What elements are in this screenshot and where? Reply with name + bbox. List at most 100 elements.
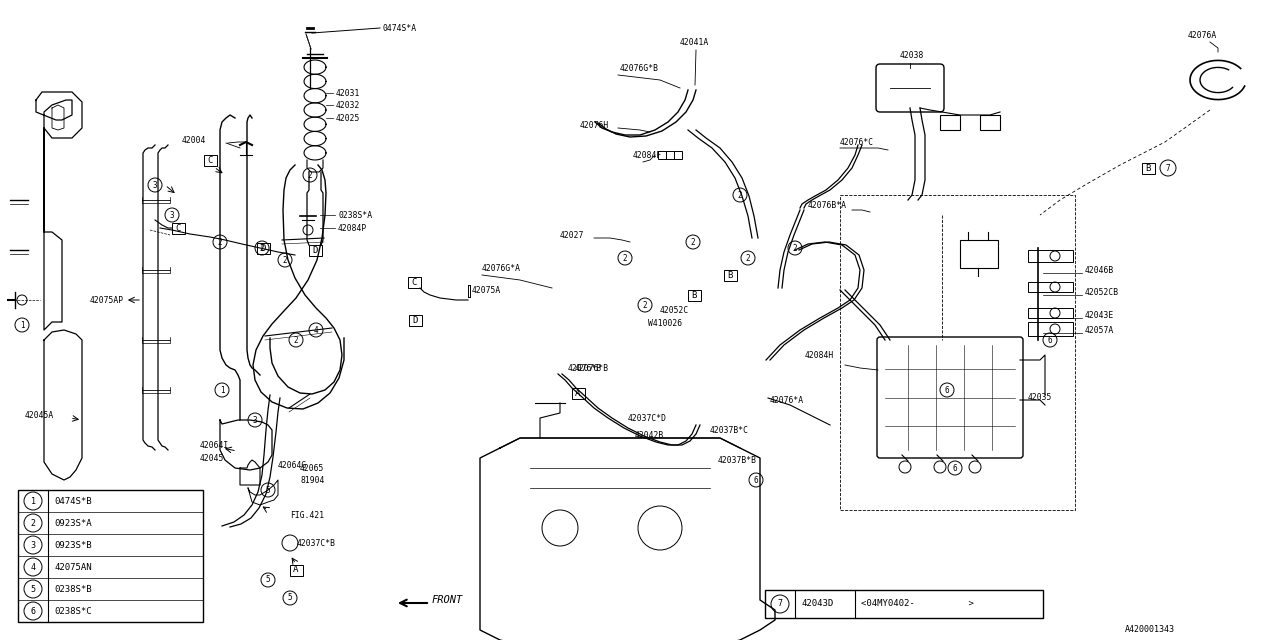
Text: 42004: 42004 — [182, 136, 206, 145]
Text: 5: 5 — [266, 575, 270, 584]
Text: 2: 2 — [218, 237, 223, 246]
Text: 42064I: 42064I — [200, 440, 229, 449]
Text: <04MY0402-          >: <04MY0402- > — [861, 600, 974, 609]
Text: 42076A: 42076A — [1188, 31, 1217, 40]
Text: 42038: 42038 — [900, 51, 924, 60]
Text: 0923S*B: 0923S*B — [54, 541, 92, 550]
Text: B: B — [1146, 163, 1151, 173]
Text: 4: 4 — [31, 563, 36, 572]
Text: 42075A: 42075A — [472, 285, 502, 294]
Text: 42076*C: 42076*C — [840, 138, 874, 147]
Text: 42064G: 42064G — [278, 461, 307, 470]
Text: 3: 3 — [170, 211, 174, 220]
Text: 3: 3 — [31, 541, 36, 550]
Text: A: A — [575, 388, 581, 397]
Bar — [18, 490, 204, 622]
Bar — [289, 564, 302, 575]
Text: 42037C*B: 42037C*B — [297, 538, 337, 547]
Text: 4: 4 — [314, 326, 319, 335]
Text: 42037B*C: 42037B*C — [710, 426, 749, 435]
Text: 42076B*A: 42076B*A — [808, 200, 847, 209]
Text: 3: 3 — [252, 415, 257, 424]
Bar — [1028, 282, 1073, 292]
Text: 2: 2 — [31, 518, 36, 527]
Text: 6: 6 — [1048, 335, 1052, 344]
Text: 42043E: 42043E — [1085, 310, 1115, 319]
Text: 5: 5 — [288, 593, 292, 602]
Text: 42076G*B: 42076G*B — [620, 63, 659, 72]
Text: 7: 7 — [777, 600, 782, 609]
Text: B: B — [727, 271, 732, 280]
Text: 0238S*C: 0238S*C — [54, 607, 92, 616]
Bar — [1028, 250, 1073, 262]
Bar — [172, 223, 184, 234]
Bar — [980, 115, 1000, 130]
Bar — [1028, 322, 1073, 336]
Text: FRONT: FRONT — [433, 595, 463, 605]
Text: 1: 1 — [19, 321, 24, 330]
Text: 0923S*A: 0923S*A — [54, 518, 92, 527]
Bar — [204, 154, 216, 166]
Text: 42045A: 42045A — [26, 410, 54, 419]
Text: 6: 6 — [952, 463, 957, 472]
Text: D: D — [312, 246, 317, 255]
Text: 2: 2 — [283, 255, 287, 264]
Text: 5: 5 — [266, 486, 270, 495]
Text: 2: 2 — [792, 243, 797, 253]
Text: W410026: W410026 — [648, 319, 682, 328]
Bar — [658, 151, 666, 159]
Text: 42037C*D: 42037C*D — [628, 413, 667, 422]
Bar — [1028, 308, 1073, 318]
Text: 42084H: 42084H — [805, 351, 835, 360]
Text: 42076*B: 42076*B — [575, 364, 609, 372]
Text: 42041A: 42041A — [680, 38, 709, 47]
Text: 42076*B: 42076*B — [568, 364, 602, 372]
Text: B: B — [691, 291, 696, 300]
Text: 42076*A: 42076*A — [771, 396, 804, 404]
Text: 42025: 42025 — [337, 113, 361, 122]
Text: C: C — [411, 278, 417, 287]
Text: 42076G*A: 42076G*A — [483, 264, 521, 273]
Text: 42032: 42032 — [337, 100, 361, 109]
Text: FIG.421: FIG.421 — [291, 511, 324, 520]
Text: 2: 2 — [307, 170, 312, 179]
Text: 6: 6 — [754, 476, 758, 484]
Text: 0474S*A: 0474S*A — [381, 24, 416, 33]
Text: 42075AN: 42075AN — [54, 563, 92, 572]
Bar — [1142, 163, 1155, 173]
Text: 0238S*A: 0238S*A — [338, 211, 372, 220]
Text: 2: 2 — [293, 335, 298, 344]
Bar — [256, 243, 270, 253]
Text: C: C — [207, 156, 212, 164]
Text: 42027: 42027 — [561, 230, 585, 239]
Bar — [960, 240, 998, 268]
Bar — [666, 151, 675, 159]
Text: 42031: 42031 — [337, 88, 361, 97]
Text: 2: 2 — [622, 253, 627, 262]
Text: 1: 1 — [31, 497, 36, 506]
Text: 42076H: 42076H — [580, 120, 609, 129]
Text: C: C — [175, 223, 180, 232]
Text: 0238S*B: 0238S*B — [54, 584, 92, 593]
Text: 42065: 42065 — [300, 463, 324, 472]
Bar — [408, 314, 421, 326]
Bar — [308, 244, 321, 255]
Text: 42075AP: 42075AP — [90, 296, 124, 305]
Text: D: D — [412, 316, 417, 324]
Text: 2: 2 — [746, 253, 750, 262]
Bar — [687, 289, 700, 301]
Text: 3: 3 — [152, 180, 157, 189]
Bar — [675, 151, 682, 159]
Text: 2: 2 — [691, 237, 695, 246]
Text: 7: 7 — [1166, 163, 1170, 173]
Bar — [940, 115, 960, 130]
Text: 2: 2 — [643, 301, 648, 310]
Text: 42052CB: 42052CB — [1085, 287, 1119, 296]
Text: 42084P: 42084P — [338, 223, 367, 232]
Text: 1: 1 — [220, 385, 224, 394]
Text: 0474S*B: 0474S*B — [54, 497, 92, 506]
Text: 42037B*B: 42037B*B — [718, 456, 756, 465]
Text: 42052C: 42052C — [660, 305, 689, 314]
Bar — [765, 590, 1043, 618]
Text: D: D — [260, 243, 266, 253]
